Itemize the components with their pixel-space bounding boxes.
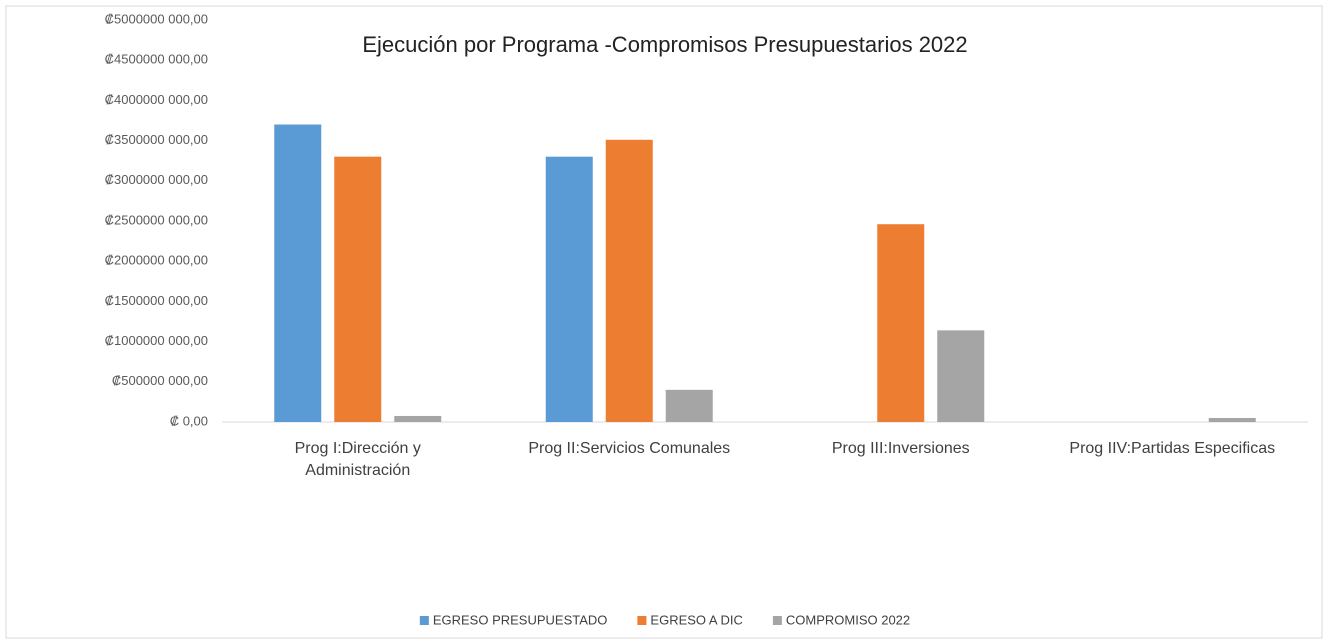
bar (545, 156, 593, 422)
bar (274, 124, 322, 423)
bar (334, 156, 382, 422)
y-tick-label: ₡ 0,00 (170, 413, 208, 428)
y-tick-label: ₡1000000 000,00 (105, 333, 208, 348)
legend-label: COMPROMISO 2022 (786, 612, 910, 627)
bar (665, 389, 713, 422)
legend-swatch (419, 616, 429, 625)
chart-border (5, 5, 1323, 639)
x-tick-label: Prog III:Inversiones (831, 440, 970, 457)
bar (877, 224, 925, 422)
y-tick-label: ₡4000000 000,00 (105, 92, 208, 107)
chart-title: Ejecución por Programa -Compromisos Pres… (362, 32, 967, 57)
legend-label: EGRESO PRESUPUESTADO (433, 612, 608, 627)
y-tick-label: ₡1500000 000,00 (105, 293, 208, 308)
x-tick-label: Prog I:Dirección y Administración (294, 440, 421, 479)
bar (1208, 417, 1256, 422)
x-tick-label: Prog IIV:Partidas Especificas (1069, 440, 1276, 457)
bar (937, 330, 985, 422)
x-tick-label: Prog II:Servicios Comunales (528, 440, 731, 457)
legend-label: EGRESO A DIC (650, 612, 742, 627)
y-tick-label: ₡2000000 000,00 (105, 253, 208, 268)
y-tick-label: ₡4500000 000,00 (105, 52, 208, 67)
y-tick-label: ₡3500000 000,00 (105, 132, 208, 147)
legend-swatch (637, 616, 647, 625)
bar (394, 415, 442, 422)
bar (605, 139, 653, 422)
y-tick-label: ₡5000000 000,00 (105, 11, 208, 26)
y-tick-label: ₡2500000 000,00 (105, 212, 208, 227)
legend-swatch (772, 616, 782, 625)
y-tick-label: ₡500000 000,00 (112, 373, 208, 388)
y-tick-label: ₡3000000 000,00 (105, 172, 208, 187)
